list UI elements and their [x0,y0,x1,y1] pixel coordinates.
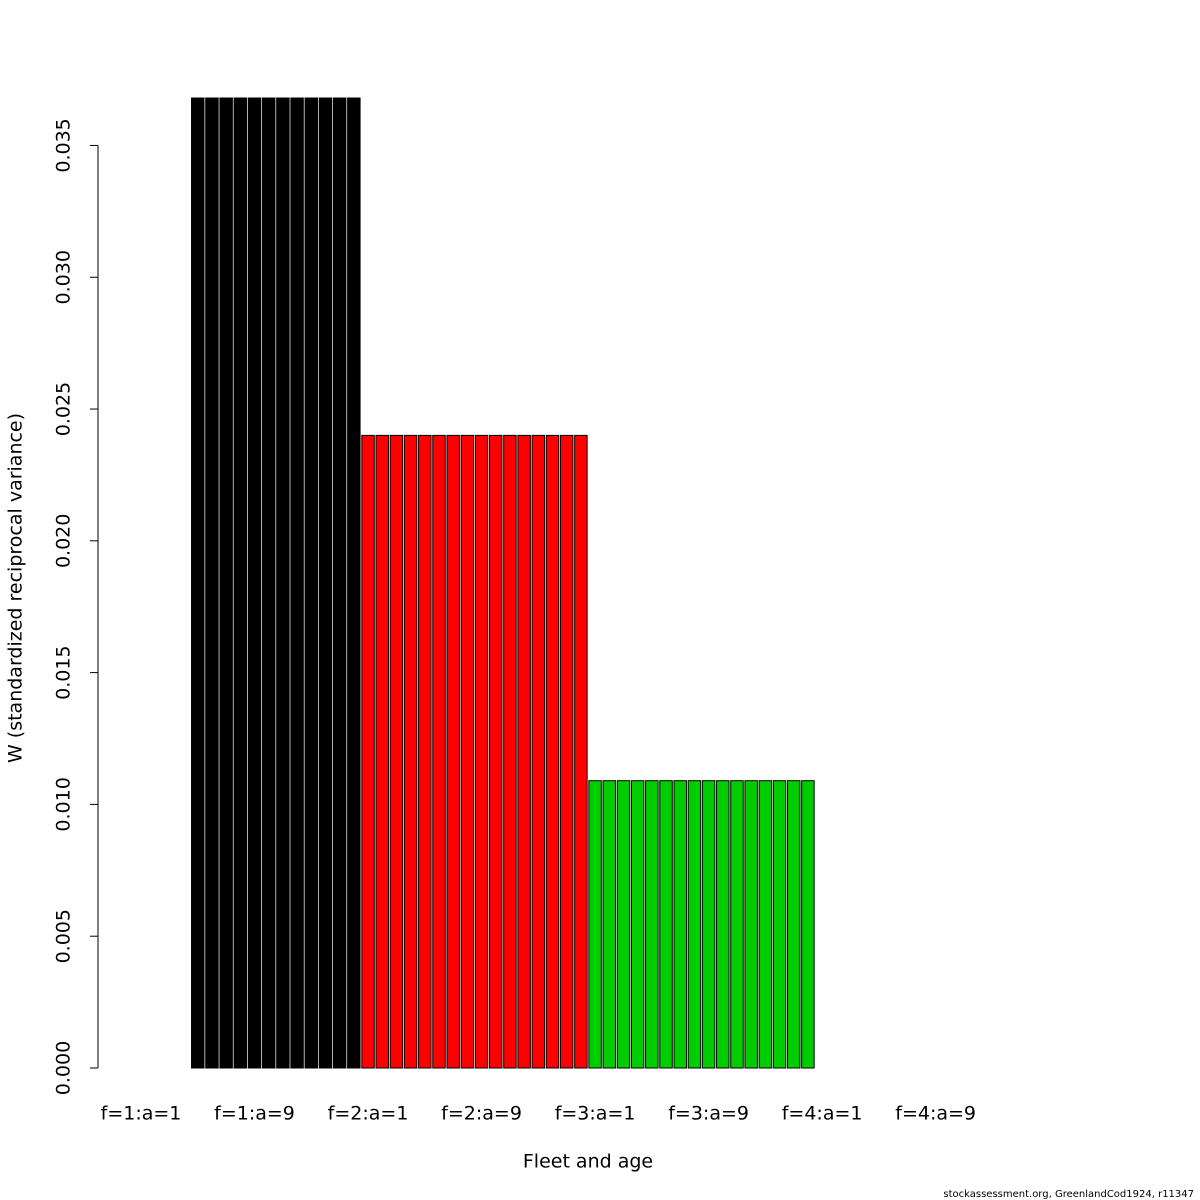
x-tick-label: f=2:a=9 [441,1103,522,1125]
bar [531,434,546,1069]
x-tick-label: f=4:a=9 [895,1103,976,1125]
x-tick-label: f=1:a=1 [101,1103,182,1125]
bar [318,97,333,1069]
bar [588,780,602,1069]
bar [432,434,446,1069]
bar [332,97,347,1069]
bar [559,434,574,1069]
bar [446,434,460,1069]
bar [616,780,631,1069]
bar [517,434,531,1069]
y-axis-title: W (standardized reciprocal variance) [5,413,27,763]
bar [191,97,205,1069]
bar [801,780,815,1069]
bar [687,780,702,1069]
y-tick-label: 0.015 [53,645,75,699]
bar [503,434,517,1069]
x-axis-title: Fleet and age [523,1151,653,1173]
bar [772,780,787,1069]
bar [219,97,233,1069]
bar [786,780,801,1069]
bar [716,780,730,1069]
bar [261,97,276,1069]
bar [247,97,262,1069]
bar [489,434,503,1069]
x-tick-label: f=1:a=9 [214,1103,295,1125]
bar [304,97,319,1069]
bar [758,780,773,1069]
y-tick-label: 0.030 [53,250,75,304]
bar [276,97,290,1069]
x-tick-label: f=3:a=1 [555,1103,636,1125]
bar [602,780,617,1069]
x-tick-label: f=2:a=1 [328,1103,409,1125]
bar [673,780,687,1069]
bar [233,97,248,1069]
bar [418,434,432,1069]
footnote: stockassessment.org, GreenlandCod1924, r… [943,1189,1194,1200]
y-tick-label: 0.020 [53,514,75,568]
bar [659,780,673,1069]
bar [701,780,716,1069]
bar [403,434,418,1069]
y-tick-label: 0.000 [53,1041,75,1095]
bar [290,97,304,1069]
x-tick-label: f=3:a=9 [668,1103,749,1125]
y-tick-label: 0.010 [53,777,75,831]
bar [645,780,659,1069]
bar [460,434,475,1069]
bar [347,97,361,1069]
bar [205,97,219,1069]
bar [389,434,404,1069]
y-tick-label: 0.025 [53,382,75,436]
bar [375,434,389,1069]
y-tick-label: 0.035 [53,118,75,172]
bar [361,434,375,1069]
bar [744,780,758,1069]
bar [630,780,645,1069]
bar [545,434,560,1069]
bar [574,434,588,1069]
bar [730,780,744,1069]
x-tick-label: f=4:a=1 [782,1103,863,1125]
y-tick-label: 0.005 [53,909,75,963]
bar [474,434,489,1069]
